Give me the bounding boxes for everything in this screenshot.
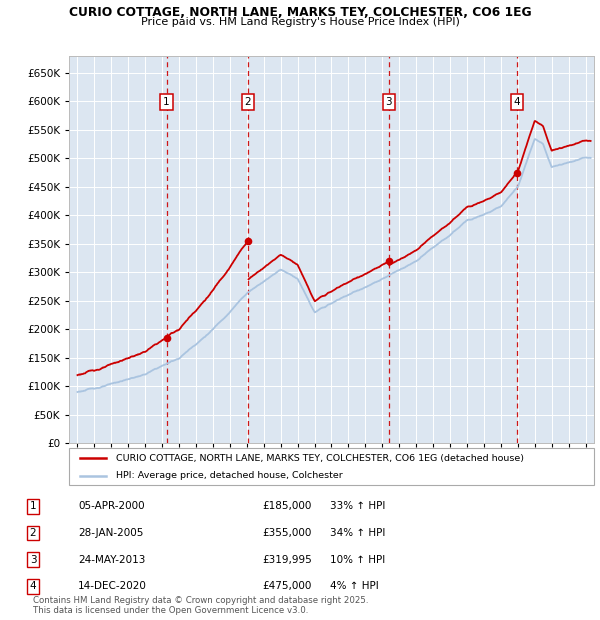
Text: 1: 1 (29, 501, 37, 512)
Text: 24-MAY-2013: 24-MAY-2013 (78, 554, 145, 565)
Text: 4: 4 (514, 97, 520, 107)
Text: 1: 1 (163, 97, 170, 107)
Text: Contains HM Land Registry data © Crown copyright and database right 2025.
This d: Contains HM Land Registry data © Crown c… (33, 596, 368, 615)
Text: £185,000: £185,000 (263, 501, 312, 512)
Text: 05-APR-2000: 05-APR-2000 (78, 501, 145, 512)
Text: 28-JAN-2005: 28-JAN-2005 (78, 528, 143, 538)
Text: 4: 4 (29, 581, 37, 591)
Text: Price paid vs. HM Land Registry's House Price Index (HPI): Price paid vs. HM Land Registry's House … (140, 17, 460, 27)
Text: £475,000: £475,000 (263, 581, 312, 591)
Text: HPI: Average price, detached house, Colchester: HPI: Average price, detached house, Colc… (116, 471, 343, 480)
Text: £355,000: £355,000 (263, 528, 312, 538)
Text: £319,995: £319,995 (262, 554, 312, 565)
Text: 14-DEC-2020: 14-DEC-2020 (78, 581, 147, 591)
Text: 33% ↑ HPI: 33% ↑ HPI (330, 501, 385, 512)
Text: 34% ↑ HPI: 34% ↑ HPI (330, 528, 385, 538)
Text: 3: 3 (386, 97, 392, 107)
Text: 2: 2 (245, 97, 251, 107)
Text: 3: 3 (29, 554, 37, 565)
Text: CURIO COTTAGE, NORTH LANE, MARKS TEY, COLCHESTER, CO6 1EG: CURIO COTTAGE, NORTH LANE, MARKS TEY, CO… (68, 6, 532, 19)
Text: 4% ↑ HPI: 4% ↑ HPI (330, 581, 379, 591)
Text: 10% ↑ HPI: 10% ↑ HPI (330, 554, 385, 565)
Text: CURIO COTTAGE, NORTH LANE, MARKS TEY, COLCHESTER, CO6 1EG (detached house): CURIO COTTAGE, NORTH LANE, MARKS TEY, CO… (116, 454, 524, 463)
Text: 2: 2 (29, 528, 37, 538)
